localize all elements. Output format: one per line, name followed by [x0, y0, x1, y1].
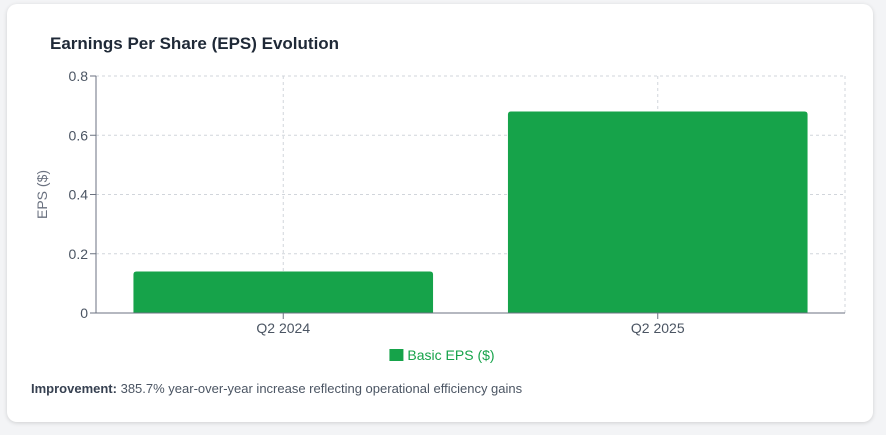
y-tick-label-2: 0.4: [69, 187, 89, 203]
y-axis-label: EPS ($): [34, 170, 50, 219]
chart-title: Earnings Per Share (EPS) Evolution: [50, 34, 340, 53]
legend-label-basic-eps: Basic EPS ($): [407, 347, 494, 363]
legend-swatch-basic-eps: [389, 349, 404, 361]
y-tick-label-3: 0.6: [69, 127, 89, 143]
eps-bar-chart: 0 0.2 0.4 0.6 0.8 Q2 2024 Q2 2025 EPS ($) Basic…: [34, 68, 846, 363]
bar-q2-2025: [507, 111, 808, 313]
x-tick-label-0: Q2 2024: [256, 320, 310, 336]
y-tick-label-1: 0.2: [69, 246, 89, 262]
improvement-note: Improvement: 385.7% year-over-year incre…: [31, 381, 522, 396]
legend: Basic EPS ($): [389, 347, 495, 363]
improvement-text: 385.7% year-over-year increase reflectin…: [120, 381, 523, 396]
x-tick-label-1: Q2 2025: [631, 320, 685, 336]
y-tick-label-0: 0: [80, 305, 88, 321]
y-tick-label-4: 0.8: [69, 68, 89, 84]
bar-q2-2024: [133, 271, 434, 313]
improvement-label: Improvement:: [31, 381, 117, 396]
chart-card: Earnings Per Share (EPS) Evolution 0 0.2 0…: [7, 4, 873, 422]
